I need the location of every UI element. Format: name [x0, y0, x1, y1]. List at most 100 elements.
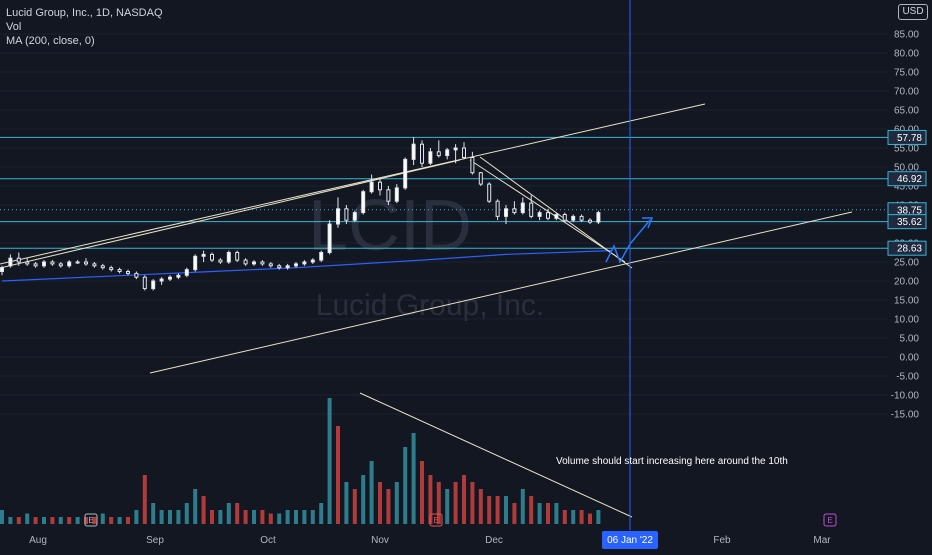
- volume-bar: [268, 513, 273, 524]
- earnings-marker: [84, 513, 98, 527]
- candle-body: [252, 261, 256, 265]
- candle-body: [84, 261, 88, 265]
- candle-body: [588, 219, 592, 223]
- volume-bar: [512, 503, 517, 524]
- volume-bar: [117, 517, 122, 524]
- volume-bar: [504, 496, 508, 524]
- candle-body: [226, 252, 231, 263]
- volume-bar: [285, 510, 290, 524]
- price-tick-label: -5.00: [896, 372, 919, 383]
- candle-body: [344, 208, 349, 221]
- currency-button[interactable]: USD: [898, 4, 928, 20]
- price-level-label: 38.75: [897, 205, 922, 216]
- candle-body: [411, 143, 416, 160]
- volume-bar: [184, 503, 189, 524]
- candle-body: [134, 272, 139, 278]
- candle-body: [285, 265, 290, 269]
- volume-bar: [210, 510, 214, 524]
- candle-body: [184, 269, 189, 276]
- time-tick-label: Aug: [29, 535, 47, 546]
- volume-bar: [92, 517, 97, 524]
- projection-arrowhead: [642, 217, 654, 229]
- candle-body: [126, 271, 130, 274]
- candle-body: [260, 261, 265, 265]
- volume-bar: [8, 517, 13, 524]
- candle-body: [310, 259, 315, 263]
- candle-body: [504, 208, 508, 217]
- volume-bar: [168, 510, 172, 524]
- candle-body: [445, 149, 450, 157]
- volume-bar: [42, 517, 46, 524]
- volume-bar: [403, 447, 408, 524]
- candle-body: [428, 151, 433, 164]
- active-date-badge: [602, 531, 658, 549]
- price-tick-label: 5.00: [900, 334, 920, 345]
- volume-bar: [470, 482, 475, 524]
- candle-body: [336, 208, 340, 225]
- volume-bar: [344, 482, 349, 524]
- volume-bar: [352, 489, 357, 524]
- volume-bar: [520, 489, 525, 524]
- volume-bar: [0, 510, 4, 524]
- time-tick-label: Oct: [260, 535, 276, 546]
- volume-bar: [319, 503, 324, 524]
- volume-bar: [302, 510, 307, 524]
- volume-bar: [336, 426, 340, 524]
- volume-bar: [579, 510, 584, 524]
- earnings-marker-label: E: [433, 516, 438, 525]
- candle-body: [42, 261, 46, 267]
- candle-body: [579, 215, 584, 221]
- candle-body: [33, 263, 38, 267]
- volume-bar: [361, 475, 366, 524]
- earnings-marker: [429, 513, 443, 527]
- price-tick-label: -10.00: [891, 391, 920, 402]
- price-tick-label: 10.00: [894, 315, 919, 326]
- volume-bar: [159, 510, 164, 524]
- volume-bar: [394, 482, 399, 524]
- candle-body: [327, 223, 332, 253]
- time-tick-label: Dec: [485, 535, 503, 546]
- volume-bar: [134, 510, 139, 524]
- candle-body: [210, 253, 214, 261]
- price-level-label: 57.78: [897, 133, 922, 144]
- candle-body: [176, 274, 181, 278]
- volume-bar: [428, 475, 433, 524]
- price-tick-label: 50.00: [894, 163, 919, 174]
- volume-bar: [436, 482, 441, 524]
- price-tick-label: 75.00: [894, 68, 919, 79]
- candle-body: [571, 215, 576, 221]
- candle-body: [403, 158, 408, 189]
- price-level-badge: [887, 240, 927, 256]
- price-tick-label: 45.00: [894, 182, 919, 193]
- volume-bar: [529, 496, 534, 524]
- volume-bar: [546, 503, 550, 524]
- trend-line: [0, 159, 461, 269]
- candle-body: [25, 261, 30, 265]
- volume-bar: [386, 489, 391, 524]
- candle-body: [218, 259, 223, 263]
- trend-line: [0, 103, 706, 265]
- legend: Lucid Group, Inc., 1D, NASDAQ Vol MA (20…: [6, 6, 163, 48]
- price-tick-label: 55.00: [894, 144, 919, 155]
- price-tick-label: 15.00: [894, 296, 919, 307]
- volume-bar: [294, 510, 298, 524]
- volume-bar: [100, 513, 105, 524]
- candle-body: [159, 278, 164, 282]
- candle-body: [546, 212, 550, 219]
- earnings-marker-label: E: [827, 516, 832, 525]
- candle-body: [75, 261, 80, 264]
- candle-body: [487, 183, 492, 202]
- candle-body: [394, 187, 399, 202]
- candle-body: [92, 263, 97, 267]
- volume-bar: [142, 475, 147, 524]
- price-level-label: 28.63: [897, 244, 922, 255]
- volume-bar: [310, 510, 315, 524]
- price-level-badge: [887, 129, 927, 145]
- time-tick-label: Feb: [713, 535, 731, 546]
- volume-bar: [562, 510, 567, 524]
- candle-body: [361, 191, 366, 214]
- volume-bar: [277, 513, 282, 524]
- volume-bar: [252, 510, 256, 524]
